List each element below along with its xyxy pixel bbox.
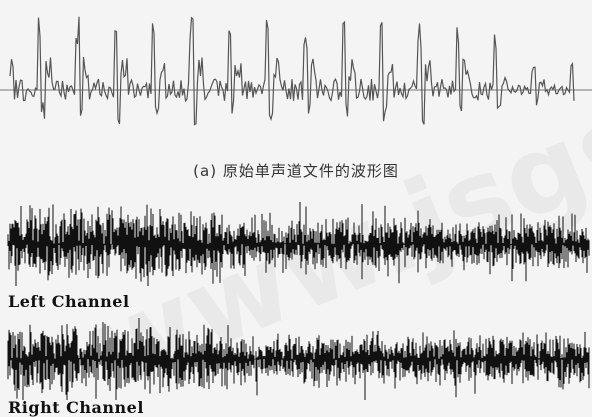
left-wave-trace [7,202,590,286]
left-channel-waveform [7,202,590,286]
figure-caption: (a) 原始单声道文件的波形图 [193,162,399,180]
right-channel-waveform [7,318,590,400]
right-wave-trace [7,318,590,400]
left-channel-label: Left Channel [8,292,130,311]
mono-waveform [0,16,592,126]
mono-wave-line [9,16,575,126]
right-channel-label: Right Channel [8,398,144,417]
